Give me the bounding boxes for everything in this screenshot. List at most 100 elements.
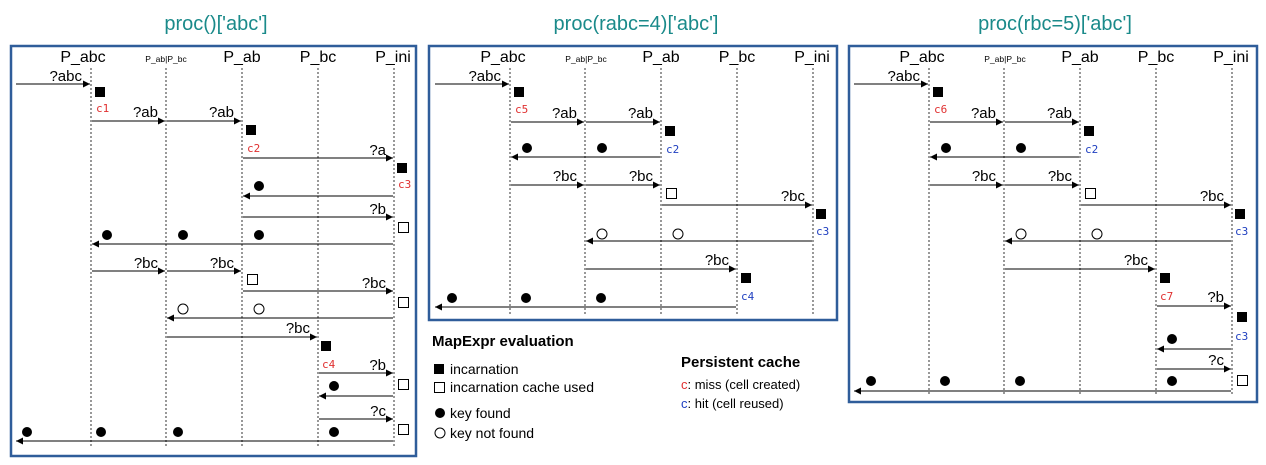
lane-header-p-ab-p-bc: P_ab|P_bc <box>984 54 1026 64</box>
message-label: ?bc <box>1200 188 1225 205</box>
cache-cell-label: c4 <box>741 290 755 303</box>
legend-cache-hit: c: hit (cell reused) <box>681 396 784 411</box>
key-found-marker <box>1167 334 1177 344</box>
incarnation-marker <box>933 87 943 97</box>
legend-key-not-found-icon <box>434 427 446 439</box>
message-label: ?b <box>369 201 386 218</box>
panel-2-frame <box>427 44 839 322</box>
legend-cache-hit-text: : hit (cell reused) <box>688 396 784 411</box>
message-label: ?ab <box>628 105 653 122</box>
panel-3-title: proc(rbc=5)['abc'] <box>978 13 1132 35</box>
message-label: ?ab <box>1047 105 1072 122</box>
lane-header-p-ab-p-bc: P_ab|P_bc <box>145 54 187 64</box>
legend-incarnation-cache-used-text: incarnation cache used <box>450 379 594 395</box>
incarnation-marker <box>1237 312 1247 322</box>
legend-mapexpr-title: MapExpr evaluation <box>432 333 574 350</box>
key-not-found-marker <box>672 228 684 240</box>
message-label: ?abc <box>49 68 82 85</box>
cache-cell-label: c6 <box>934 103 947 116</box>
key-not-found-marker <box>1091 228 1103 240</box>
lane-header-p-abc: P_abc <box>60 49 105 66</box>
legend-cache-title: Persistent cache <box>681 354 800 371</box>
cache-cell-label: c3 <box>1235 330 1248 343</box>
incarnation-marker <box>397 163 407 173</box>
legend-incarnation-text: incarnation <box>450 361 519 377</box>
incarnation-marker <box>1084 126 1094 136</box>
panel-2-title: proc(rabc=4)['abc'] <box>554 13 719 35</box>
incarnation-cache-used-marker <box>398 222 409 233</box>
key-not-found-marker <box>1015 228 1027 240</box>
message-label: ?bc <box>553 168 578 185</box>
legend-key-not-found-text: key not found <box>450 425 534 441</box>
legend-cache-miss-text: : miss (cell created) <box>688 377 801 392</box>
key-found-marker <box>173 427 183 437</box>
incarnation-marker <box>246 125 256 135</box>
panel-3: proc(rbc=5)['abc'] P_abc P_ab|P_bc P_ab … <box>847 13 1259 404</box>
key-found-marker <box>866 376 876 386</box>
incarnation-marker <box>321 341 331 351</box>
panel-1: proc()['abc'] P_abc P_ab|P_bc P_ab P_bc … <box>9 13 418 458</box>
lane-header-p-abc: P_abc <box>899 49 944 66</box>
incarnation-cache-used-marker <box>1085 188 1096 199</box>
cache-cell-label: c2 <box>1085 143 1098 156</box>
lane-header-p-bc: P_bc <box>719 49 755 66</box>
key-found-marker <box>596 293 606 303</box>
key-found-marker <box>1167 376 1177 386</box>
lane-header-p-bc: P_bc <box>300 49 336 66</box>
lane-header-p-ab-p-bc: P_ab|P_bc <box>565 54 607 64</box>
message-label: ?b <box>1207 289 1224 306</box>
key-found-marker <box>329 381 339 391</box>
incarnation-marker <box>741 273 751 283</box>
lane-header-p-bc: P_bc <box>1138 49 1174 66</box>
message-label: ?ab <box>133 104 158 121</box>
lane-header-p-ab: P_ab <box>223 49 260 66</box>
legend-key-found-icon <box>435 408 445 418</box>
key-found-marker <box>940 376 950 386</box>
incarnation-cache-used-marker <box>1237 375 1248 386</box>
key-found-marker <box>1016 143 1026 153</box>
key-not-found-marker <box>177 303 189 315</box>
lane-header-p-ini: P_ini <box>375 49 411 66</box>
message-label: ?c <box>370 403 386 420</box>
key-found-marker <box>522 143 532 153</box>
incarnation-marker <box>665 126 675 136</box>
key-found-marker <box>178 230 188 240</box>
key-found-marker <box>941 143 951 153</box>
incarnation-marker <box>816 209 826 219</box>
cache-cell-label: c1 <box>96 102 109 115</box>
lane-header-p-ini: P_ini <box>1213 49 1249 66</box>
message-label: ?b <box>369 357 386 374</box>
incarnation-cache-used-marker <box>398 424 409 435</box>
panel-3-frame <box>847 44 1259 404</box>
key-found-marker <box>102 230 112 240</box>
message-label: ?abc <box>468 68 501 85</box>
message-label: ?c <box>1208 352 1224 369</box>
legend-cache: Persistent cache c: miss (cell created) … <box>681 354 800 411</box>
incarnation-marker <box>1235 209 1245 219</box>
key-found-marker <box>96 427 106 437</box>
cache-cell-label: c2 <box>666 143 679 156</box>
message-label: ?ab <box>552 105 577 122</box>
key-found-marker <box>22 427 32 437</box>
incarnation-marker <box>514 87 524 97</box>
cache-cell-label: c2 <box>247 142 260 155</box>
message-label: ?a <box>369 142 386 159</box>
cache-cell-label: c4 <box>322 358 336 371</box>
panel-2: proc(rabc=4)['abc'] P_abc P_ab|P_bc P_ab… <box>427 13 839 322</box>
legend-cache-miss: c: miss (cell created) <box>681 377 800 392</box>
panel-1-frame <box>9 44 418 458</box>
cache-cell-label: c5 <box>515 103 528 116</box>
legend-cache-miss-code: c <box>681 377 688 392</box>
panel-1-title: proc()['abc'] <box>164 13 267 35</box>
legend-key-found-text: key found <box>450 405 511 421</box>
message-label: ?bc <box>210 255 235 272</box>
incarnation-cache-used-marker <box>666 188 677 199</box>
key-not-found-marker <box>253 303 265 315</box>
key-found-marker <box>521 293 531 303</box>
key-found-marker <box>329 427 339 437</box>
cache-cell-label: c3 <box>398 178 411 191</box>
cache-cell-label: c7 <box>1160 290 1173 303</box>
legend-incarnation-icon <box>434 364 444 374</box>
message-label: ?bc <box>286 320 311 337</box>
